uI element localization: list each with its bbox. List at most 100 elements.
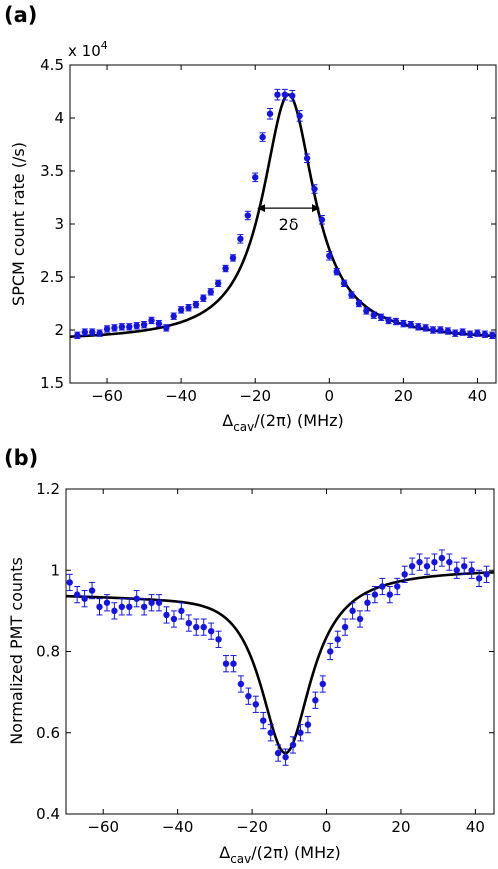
panel-a-data-point bbox=[74, 332, 81, 339]
panel-a-data-point bbox=[96, 329, 103, 337]
panel-b-data-point bbox=[394, 583, 401, 590]
panel-a-data-point bbox=[340, 280, 348, 287]
panel-b-data-point bbox=[319, 680, 326, 688]
panel-a-data-point bbox=[126, 323, 133, 331]
panel-b-data-point bbox=[163, 611, 170, 619]
panel-a-data-point bbox=[170, 313, 177, 320]
panel-a-data-point bbox=[400, 320, 407, 327]
panel-b-data-point bbox=[282, 753, 289, 761]
panel-b-data-point bbox=[222, 660, 230, 667]
panel-a-data-point bbox=[348, 291, 355, 299]
panel-b-xlabel-rest: /(2π) (MHz) bbox=[251, 843, 341, 862]
panel-a-data-point bbox=[437, 326, 444, 334]
panel-a-xlabel-main: Δ bbox=[222, 411, 233, 430]
panel-b-data-point bbox=[483, 571, 490, 578]
panel-b-data-point bbox=[349, 607, 356, 615]
panel-a-data-point bbox=[303, 155, 311, 162]
panel-a-ytick-label: 3 bbox=[54, 215, 64, 233]
panel-a-data-point bbox=[103, 325, 111, 333]
panel-b-xlabel-sub: cav bbox=[230, 852, 251, 866]
panel-b-data-point bbox=[461, 562, 468, 570]
panel-b-data-point bbox=[81, 595, 88, 602]
panel-a-data-point bbox=[259, 133, 266, 141]
panel-a-xtick-label: −40 bbox=[165, 387, 197, 405]
panel-a-data-point bbox=[177, 306, 185, 314]
width-arrow-head-right bbox=[312, 204, 321, 213]
panel-a-ytick-label: 2.5 bbox=[40, 268, 64, 286]
panel-b-data-point bbox=[260, 717, 267, 724]
panel-b-data-point bbox=[170, 615, 178, 623]
panel-b-data-point bbox=[96, 603, 103, 611]
panel-b-xtick-label: 0 bbox=[322, 818, 332, 836]
panel-a-data-point bbox=[155, 320, 163, 327]
panel-b-ytick-label: 1.2 bbox=[36, 480, 60, 498]
panel-a-data-point bbox=[363, 307, 370, 315]
panel-b-data-point bbox=[118, 603, 126, 611]
panel-b-data-point bbox=[155, 599, 163, 606]
panel-a-data-point bbox=[274, 91, 281, 98]
panel-a-ylabel: SPCM count rate (/s) bbox=[9, 142, 28, 306]
panel-b-data-point bbox=[289, 741, 297, 749]
panel-a-data-point bbox=[333, 268, 340, 275]
panel-b-data-point bbox=[133, 595, 140, 602]
panel-b-data-point bbox=[88, 587, 96, 594]
panel-b-data-point bbox=[386, 591, 393, 598]
panel-a-data-point bbox=[289, 92, 296, 99]
panel-b-data-point bbox=[126, 603, 133, 611]
panel-b-axes-box bbox=[65, 488, 495, 815]
panel-b-data-point bbox=[468, 567, 475, 574]
panel-b-data-point bbox=[356, 615, 364, 623]
panel-a-data-point bbox=[148, 317, 155, 324]
panel-a-data-point bbox=[140, 321, 148, 328]
panel-b-data-point bbox=[453, 567, 460, 574]
panel-b-ylabel: Normalized PMT counts bbox=[7, 557, 26, 745]
panel-a-data-point bbox=[244, 212, 252, 219]
panel-a-data-point bbox=[452, 329, 459, 337]
panel-a-label: (a) bbox=[4, 3, 37, 27]
panel-a-data-point bbox=[466, 331, 474, 338]
panel-a-data-point bbox=[370, 311, 377, 319]
panel-a-xlabel: Δcav/(2π) (MHz) bbox=[222, 411, 344, 434]
panel-b-data-point bbox=[304, 721, 312, 728]
panel-b-xlabel: Δcav/(2π) (MHz) bbox=[219, 843, 341, 866]
panel-a-data-point bbox=[200, 295, 207, 302]
panel-b-data-point bbox=[379, 583, 386, 590]
panel-b-xlabel-main: Δ bbox=[219, 843, 230, 862]
panel-b-xtick-label: 40 bbox=[466, 818, 485, 836]
panel-a-xlabel-sub: cav bbox=[233, 420, 254, 434]
panel-b-ytick-label: 1 bbox=[50, 561, 60, 579]
width-annotation-label: 2δ bbox=[279, 215, 299, 234]
panel-a-data-point bbox=[252, 174, 259, 181]
panel-b-data-point bbox=[274, 749, 282, 757]
panel-a-xtick-label: 20 bbox=[394, 387, 413, 405]
panel-a-data-point bbox=[214, 280, 222, 287]
width-arrow-head-left bbox=[257, 204, 266, 213]
panel-b-data-point bbox=[297, 729, 304, 736]
panel-b-data-point bbox=[416, 558, 423, 566]
panel-b-data-point bbox=[200, 623, 207, 631]
panel-a-data-point bbox=[355, 300, 363, 307]
panel-b-data-point bbox=[408, 562, 416, 570]
panel-b-data-point bbox=[364, 599, 371, 606]
panel-b-xtick-label: −20 bbox=[236, 818, 268, 836]
panel-b-data-point bbox=[207, 627, 215, 635]
panel-b-data-point bbox=[215, 636, 222, 643]
panel-b-data-point bbox=[431, 558, 438, 566]
panel-b-xtick-label: 20 bbox=[391, 818, 410, 836]
panel-b-data-point bbox=[237, 680, 245, 688]
panel-a-data-point bbox=[118, 323, 126, 331]
panel-a-data-point bbox=[89, 328, 96, 336]
panel-a-data-point bbox=[407, 321, 414, 328]
panel-a-data-point bbox=[377, 314, 385, 321]
panel-b-data-point bbox=[438, 554, 446, 562]
panel-a-data-point bbox=[81, 328, 89, 336]
panel-b-data-point bbox=[252, 701, 260, 708]
panel-b-data-point bbox=[193, 623, 200, 631]
panel-a-data-point bbox=[444, 327, 452, 335]
panel-a-data-point bbox=[111, 324, 118, 332]
panel-a-data-point bbox=[296, 112, 303, 120]
panel-a-data-point bbox=[459, 328, 466, 336]
panel-b-ytick-label: 0.8 bbox=[36, 643, 60, 661]
panel-b-label: (b) bbox=[4, 446, 38, 470]
